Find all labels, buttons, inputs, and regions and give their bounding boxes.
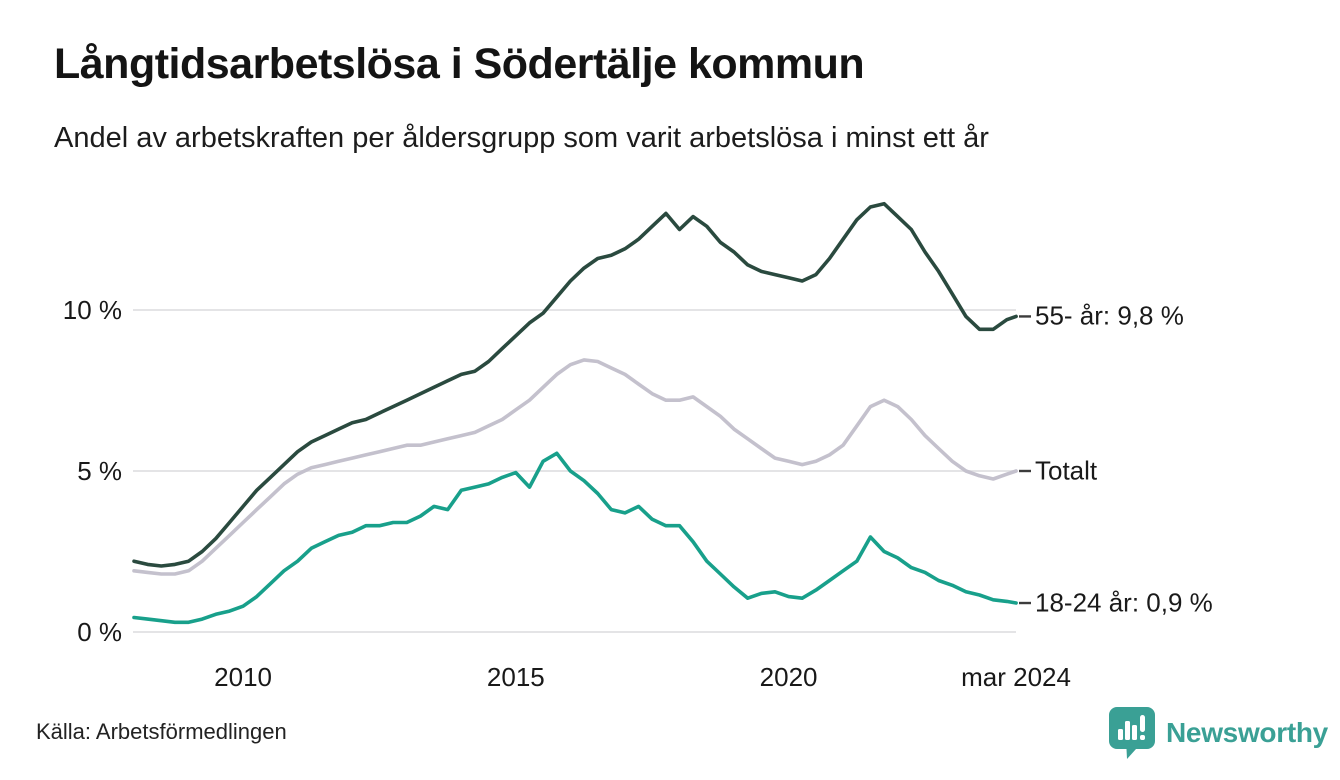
series-label-totalt: Totalt — [1035, 455, 1098, 486]
series-label-55-ar: 55- år: 9,8 % — [1035, 300, 1184, 331]
y-tick-label: 0 % — [77, 617, 122, 647]
x-tick-label: 2010 — [214, 662, 272, 692]
y-tick-label: 10 % — [63, 295, 122, 325]
x-tick-label: 2020 — [760, 662, 818, 692]
series-line-18-24-r — [132, 451, 1018, 625]
chart-subtitle: Andel av arbetskraften per åldersgrupp s… — [54, 122, 989, 154]
series-line-55-r — [132, 201, 1018, 568]
newsworthy-logo: Newsworthy — [1108, 706, 1328, 760]
chart-title: Långtidsarbetslösa i Södertälje kommun — [54, 40, 865, 88]
y-tick-label: 5 % — [77, 456, 122, 486]
newsworthy-bubble-icon — [1109, 707, 1155, 759]
x-tick-label: 2015 — [487, 662, 545, 692]
series-line-totalt — [132, 358, 1018, 576]
source-label: Källa: Arbetsförmedlingen — [36, 719, 287, 744]
x-tick-label: mar 2024 — [961, 662, 1071, 692]
series-label-18-24-ar: 18-24 år: 0,9 % — [1035, 587, 1213, 618]
newsworthy-logo-text: Newsworthy — [1166, 717, 1328, 748]
